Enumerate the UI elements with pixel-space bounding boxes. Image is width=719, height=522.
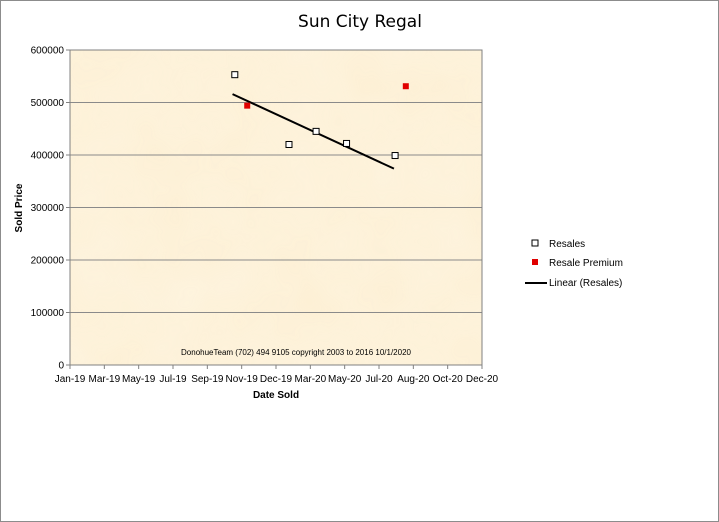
- legend-item-resale-premium: Resale Premium: [532, 258, 623, 269]
- x-tick-label: Jul-19: [159, 374, 187, 385]
- x-tick-label: Jul-20: [365, 374, 393, 385]
- data-point-resales: [285, 141, 293, 148]
- data-point-resales: [231, 71, 239, 79]
- x-tick-label: Mar-20: [294, 374, 326, 385]
- y-tick-label: 300000: [31, 203, 65, 214]
- data-point-resales: [391, 152, 399, 160]
- x-tick-label: May-19: [122, 374, 156, 385]
- y-tick-label: 500000: [31, 98, 65, 109]
- x-tick-label: Oct-20: [433, 374, 463, 385]
- chart-title: Sun City Regal: [298, 12, 422, 32]
- x-tick-label: Aug-20: [397, 374, 430, 385]
- legend-item-trendline: Linear (Resales): [525, 278, 622, 289]
- legend-marker-resales: [531, 239, 539, 247]
- x-tick-label: Dec-20: [466, 374, 499, 385]
- x-tick-label: Dec-19: [260, 374, 293, 385]
- legend-marker-resale-premium: [532, 259, 538, 265]
- x-tick-label: May-20: [328, 374, 362, 385]
- copyright-annotation: DonohueTeam (702) 494 9105 copyright 200…: [181, 348, 412, 357]
- y-tick-label: 200000: [31, 256, 65, 267]
- y-tick-label: 100000: [31, 308, 65, 319]
- x-tick-label: Sep-19: [191, 374, 224, 385]
- y-tick-label: 400000: [31, 151, 65, 162]
- legend-label-trendline: Linear (Resales): [549, 278, 622, 289]
- plot-border: [69, 49, 483, 366]
- y-tick-label: 0: [58, 361, 64, 372]
- x-axis-title: Date Sold: [253, 390, 299, 401]
- data-point-resale-premium: [402, 83, 409, 90]
- legend: Resales Resale Premium Linear (Resales): [525, 239, 623, 289]
- data-point-resales: [343, 139, 351, 147]
- legend-item-resales: Resales: [531, 239, 585, 250]
- x-tick-label: Nov-19: [226, 374, 259, 385]
- data-point-resales: [312, 127, 320, 135]
- x-tick-label: Jan-19: [55, 374, 86, 385]
- legend-label-resale-premium: Resale Premium: [549, 258, 623, 269]
- data-point-resale-premium: [244, 102, 251, 109]
- y-axis-title: Sold Price: [14, 183, 25, 232]
- legend-label-resales: Resales: [549, 239, 585, 250]
- y-tick-label: 600000: [31, 46, 65, 57]
- x-tick-label: Mar-19: [88, 374, 120, 385]
